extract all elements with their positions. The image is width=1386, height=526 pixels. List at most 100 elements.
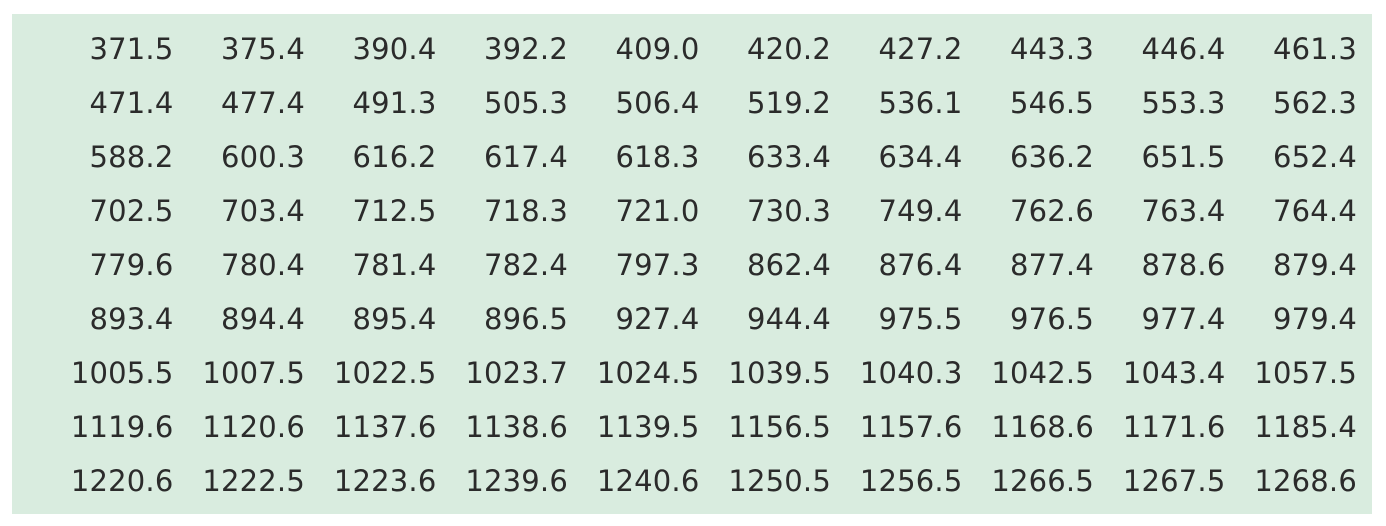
- table-cell: 979.4: [1272, 302, 1357, 336]
- table-cell: 1256.5: [859, 464, 963, 498]
- table-cell: 1157.6: [859, 410, 963, 444]
- table-row: 1220.6 1222.5 1223.6 1239.6 1240.6 1250.…: [42, 454, 1357, 508]
- table-cell: 895.4: [352, 302, 437, 336]
- table-row: 588.2 600.3 616.2 617.4 618.3 633.4 634.…: [42, 130, 1357, 184]
- table-cell: 651.5: [1141, 140, 1226, 174]
- table-cell: 862.4: [746, 248, 831, 282]
- table-cell: 781.4: [352, 248, 437, 282]
- table-cell: 420.2: [746, 32, 831, 66]
- table-cell: 375.4: [220, 32, 305, 66]
- table-cell: 976.5: [1009, 302, 1094, 336]
- table-cell: 506.4: [615, 86, 700, 120]
- table-cell: 730.3: [746, 194, 831, 228]
- table-cell: 409.0: [615, 32, 700, 66]
- table-cell: 553.3: [1141, 86, 1226, 120]
- table-cell: 893.4: [89, 302, 174, 336]
- table-cell: 491.3: [352, 86, 437, 120]
- table-cell: 1139.5: [596, 410, 700, 444]
- table-cell: 471.4: [89, 86, 174, 120]
- table-cell: 618.3: [615, 140, 700, 174]
- table-cell: 712.5: [352, 194, 437, 228]
- table-row: 371.5 375.4 390.4 392.2 409.0 420.2 427.…: [42, 22, 1357, 76]
- table-cell: 894.4: [220, 302, 305, 336]
- data-table: 371.5 375.4 390.4 392.2 409.0 420.2 427.…: [42, 22, 1357, 508]
- table-row: 702.5 703.4 712.5 718.3 721.0 730.3 749.…: [42, 184, 1357, 238]
- table-row: 1005.5 1007.5 1022.5 1023.7 1024.5 1039.…: [42, 346, 1357, 400]
- table-cell: 1220.6: [70, 464, 174, 498]
- data-table-panel: 371.5 375.4 390.4 392.2 409.0 420.2 427.…: [12, 14, 1372, 514]
- table-cell: 1267.5: [1122, 464, 1226, 498]
- table-cell: 477.4: [220, 86, 305, 120]
- table-cell: 797.3: [615, 248, 700, 282]
- table-cell: 1040.3: [859, 356, 963, 390]
- table-cell: 1039.5: [728, 356, 831, 390]
- table-cell: 1007.5: [202, 356, 305, 390]
- table-cell: 896.5: [483, 302, 568, 336]
- table-cell: 779.6: [89, 248, 174, 282]
- table-cell: 546.5: [1009, 86, 1094, 120]
- table-cell: 390.4: [352, 32, 437, 66]
- table-cell: 762.6: [1009, 194, 1094, 228]
- table-cell: 1185.4: [1254, 410, 1357, 444]
- table-cell: 927.4: [615, 302, 700, 336]
- table-cell: 749.4: [878, 194, 963, 228]
- table-cell: 780.4: [220, 248, 305, 282]
- table-cell: 1240.6: [596, 464, 700, 498]
- table-cell: 879.4: [1272, 248, 1357, 282]
- table-cell: 1156.5: [728, 410, 831, 444]
- table-cell: 1022.5: [333, 356, 437, 390]
- table-cell: 392.2: [483, 32, 568, 66]
- table-cell: 764.4: [1272, 194, 1357, 228]
- table-cell: 763.4: [1141, 194, 1226, 228]
- table-cell: 1057.5: [1254, 356, 1357, 390]
- table-row: 779.6 780.4 781.4 782.4 797.3 862.4 876.…: [42, 238, 1357, 292]
- table-cell: 536.1: [878, 86, 963, 120]
- table-cell: 1171.6: [1122, 410, 1226, 444]
- table-cell: 636.2: [1009, 140, 1094, 174]
- table-cell: 634.4: [878, 140, 963, 174]
- table-cell: 977.4: [1141, 302, 1226, 336]
- table-cell: 600.3: [220, 140, 305, 174]
- table-cell: 633.4: [746, 140, 831, 174]
- table-cell: 703.4: [220, 194, 305, 228]
- table-cell: 1268.6: [1254, 464, 1357, 498]
- table-cell: 1042.5: [991, 356, 1094, 390]
- table-cell: 1138.6: [465, 410, 568, 444]
- table-cell: 975.5: [878, 302, 963, 336]
- table-cell: 1005.5: [70, 356, 174, 390]
- table-cell: 505.3: [483, 86, 568, 120]
- table-cell: 427.2: [878, 32, 963, 66]
- table-cell: 616.2: [352, 140, 437, 174]
- table-cell: 1223.6: [333, 464, 437, 498]
- table-cell: 702.5: [89, 194, 174, 228]
- table-cell: 944.4: [746, 302, 831, 336]
- table-cell: 1222.5: [202, 464, 305, 498]
- table-cell: 562.3: [1272, 86, 1357, 120]
- table-cell: 876.4: [878, 248, 963, 282]
- table-cell: 461.3: [1272, 32, 1357, 66]
- table-cell: 1168.6: [991, 410, 1094, 444]
- table-cell: 652.4: [1272, 140, 1357, 174]
- table-cell: 1266.5: [991, 464, 1094, 498]
- table-cell: 877.4: [1009, 248, 1094, 282]
- table-cell: 1250.5: [728, 464, 831, 498]
- table-cell: 446.4: [1141, 32, 1226, 66]
- table-cell: 1043.4: [1122, 356, 1226, 390]
- table-cell: 371.5: [89, 32, 174, 66]
- table-cell: 1119.6: [70, 410, 174, 444]
- table-cell: 519.2: [746, 86, 831, 120]
- table-cell: 1239.6: [465, 464, 568, 498]
- table-row: 1119.6 1120.6 1137.6 1138.6 1139.5 1156.…: [42, 400, 1357, 454]
- table-cell: 1024.5: [596, 356, 700, 390]
- table-cell: 878.6: [1141, 248, 1226, 282]
- table-cell: 443.3: [1009, 32, 1094, 66]
- table-cell: 1023.7: [465, 356, 568, 390]
- table-cell: 718.3: [483, 194, 568, 228]
- table-cell: 1120.6: [202, 410, 305, 444]
- table-row: 893.4 894.4 895.4 896.5 927.4 944.4 975.…: [42, 292, 1357, 346]
- table-row: 471.4 477.4 491.3 505.3 506.4 519.2 536.…: [42, 76, 1357, 130]
- table-cell: 721.0: [615, 194, 700, 228]
- data-table-body: 371.5 375.4 390.4 392.2 409.0 420.2 427.…: [42, 22, 1357, 508]
- table-cell: 782.4: [483, 248, 568, 282]
- table-cell: 617.4: [483, 140, 568, 174]
